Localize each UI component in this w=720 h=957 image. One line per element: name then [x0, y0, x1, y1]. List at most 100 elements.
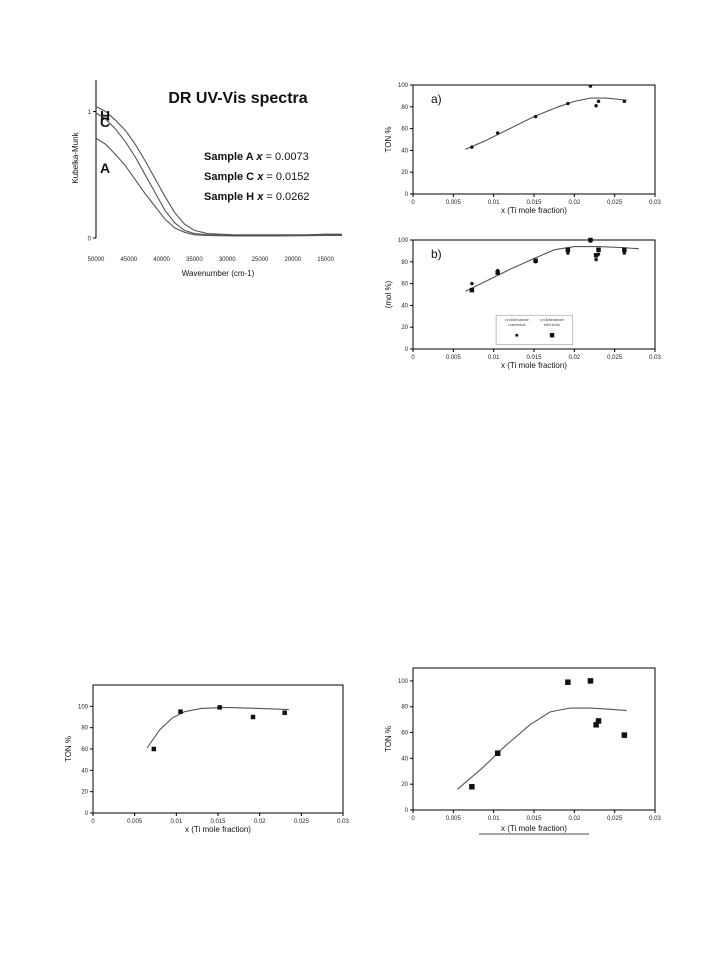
b-x-tick-label: 0.025 — [607, 355, 623, 361]
c-data-point — [151, 746, 157, 752]
d-y-tick-label: 100 — [398, 679, 409, 685]
uv-legend-value: = 0.0073 — [266, 151, 309, 163]
d-x-tick-label: 0 — [411, 816, 415, 822]
ton-chart-a: 0 0.005 0.01 0.015 0.02 0.025 0.03 0 20 40 60 80 100… — [384, 83, 661, 215]
d-data-point — [593, 722, 599, 728]
uv-series-label-H: H — [100, 108, 110, 124]
b-x-tick-label: 0.01 — [488, 355, 500, 361]
b-data-point-square — [596, 247, 601, 253]
c-y-tick-label: 60 — [81, 747, 88, 753]
b-x-tick-label: 0 — [411, 355, 415, 361]
uv-x-tick-label: 35000 — [186, 257, 203, 263]
b-x-tick-label: 0.02 — [568, 355, 580, 361]
b-y-tick-label: 40 — [401, 303, 408, 309]
d-y-tick-label: 80 — [401, 705, 408, 711]
uv-x-tick-label: 30000 — [219, 257, 236, 263]
c-x-tick-label: 0.03 — [337, 819, 349, 825]
d-y-tick-label: 40 — [401, 756, 408, 762]
uv-x-tick-label: 45000 — [120, 257, 137, 263]
c-y-axis-label: TON % — [64, 736, 73, 762]
uv-legend-sample: Sample H — [204, 191, 257, 203]
c-x-tick-label: 0 — [91, 819, 95, 825]
b-data-point-square — [593, 253, 599, 258]
a-fit-curve — [465, 97, 627, 150]
d-data-point — [565, 679, 571, 685]
c-data-point — [178, 709, 183, 714]
b-legend-line2: conversion — [508, 322, 526, 327]
uv-x-tick-label: 40000 — [153, 257, 170, 263]
d-fit-curve — [457, 707, 627, 790]
d-x-tick-label: 0.01 — [488, 816, 500, 822]
uv-legend-sample: Sample A — [204, 151, 256, 163]
d-x-tick-label: 0.025 — [607, 816, 623, 822]
a-data-point — [496, 131, 500, 135]
b-y-tick-label: 0 — [405, 347, 409, 353]
uv-series-H — [95, 106, 342, 236]
c-y-tick-label: 0 — [85, 811, 89, 817]
a-x-axis-label: x (Ti mole fraction) — [501, 206, 567, 215]
b-data-point-circle — [470, 281, 474, 286]
uv-legend-sample: Sample C — [204, 171, 257, 183]
d-data-point — [469, 784, 475, 790]
a-x-tick-label: 0.005 — [446, 200, 462, 206]
a-data-point — [470, 145, 474, 149]
a-y-tick-label: 0 — [405, 192, 409, 198]
uv-legend-var: x — [255, 151, 265, 163]
b-y-tick-label: 80 — [401, 260, 408, 266]
a-x-tick-label: 0.01 — [488, 200, 500, 206]
a-data-point — [622, 99, 627, 104]
c-fit-curve — [146, 706, 289, 749]
b-y-tick-label: 100 — [398, 238, 409, 244]
b-data-point-circle — [566, 251, 570, 255]
b-data-point-square — [622, 247, 627, 253]
c-x-tick-label: 0.015 — [210, 819, 226, 825]
b-legend-marker-square — [549, 333, 555, 338]
uv-vis-chart: 50000 45000 40000 35000 30000 25000 20000 15000… — [71, 80, 342, 278]
uv-legend-var: x — [256, 171, 266, 183]
uv-legend-entry: Sample H x = 0.0262 — [204, 191, 310, 203]
c-x-tick-label: 0.005 — [127, 819, 143, 825]
a-x-tick-label: 0 — [411, 200, 415, 206]
c-y-tick-label: 40 — [81, 768, 88, 774]
b-legend-line2: selectivity — [544, 322, 560, 327]
uv-y-tick-label: 0 — [88, 237, 92, 243]
uv-series-label-A: A — [100, 160, 110, 176]
uv-legend-entry: Sample A x = 0.0073 — [204, 151, 309, 163]
c-y-tick-label: 20 — [81, 790, 88, 796]
c-data-point — [250, 714, 256, 720]
b-panel-label: b) — [431, 247, 442, 261]
d-x-tick-label: 0.005 — [446, 816, 462, 822]
uv-x-axis-label: Wavenumber (cm-1) — [182, 269, 255, 278]
a-data-point — [588, 84, 593, 88]
c-x-tick-label: 0.02 — [254, 819, 266, 825]
d-data-point — [621, 732, 628, 738]
a-x-tick-label: 0.015 — [526, 200, 542, 206]
a-y-axis-label: TON % — [384, 126, 393, 152]
uv-x-tick-label: 50000 — [88, 257, 105, 263]
a-y-tick-label: 80 — [401, 105, 408, 111]
b-data-point-square — [495, 270, 500, 275]
uv-x-tick-label: 15000 — [317, 257, 334, 263]
d-x-axis-label: x (Ti mole fraction) — [501, 824, 567, 833]
a-x-tick-label: 0.03 — [649, 200, 661, 206]
c-x-tick-label: 0.025 — [294, 819, 310, 825]
uv-legend-var: x — [256, 191, 266, 203]
uv-legend-entry: Sample C x = 0.0152 — [204, 171, 310, 183]
b-y-axis-label: (mol %) — [384, 280, 393, 308]
a-x-tick-label: 0.02 — [568, 200, 580, 206]
d-y-axis-label: TON % — [384, 726, 393, 752]
a-panel-label: a) — [431, 92, 442, 106]
uv-legend-value: = 0.0152 — [266, 171, 309, 183]
a-y-tick-label: 20 — [401, 170, 408, 176]
b-x-axis-label: x (Ti mole fraction) — [501, 361, 567, 370]
d-x-tick-label: 0.015 — [526, 816, 542, 822]
a-data-point — [594, 104, 598, 108]
c-data-point — [217, 705, 222, 710]
a-x-tick-label: 0.025 — [607, 200, 623, 206]
d-plot-frame — [412, 667, 656, 811]
a-data-point — [533, 114, 538, 119]
d-y-tick-label: 60 — [401, 731, 408, 737]
a-y-tick-label: 100 — [398, 83, 409, 89]
uv-x-tick-label: 20000 — [284, 257, 301, 263]
b-legend-line1: cyclohexanone — [505, 317, 529, 322]
